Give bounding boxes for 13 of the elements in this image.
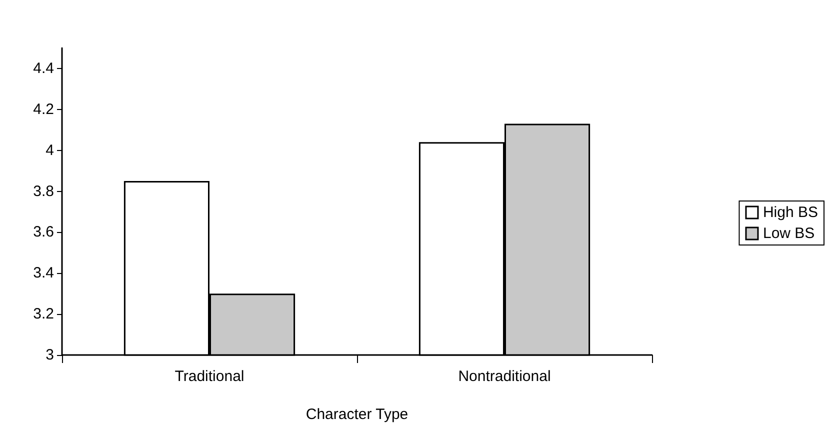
legend-label: High BS: [762, 204, 818, 221]
y-tick-label: 4: [46, 142, 54, 159]
y-tick-label: 3.6: [33, 224, 54, 241]
x-axis-title: Character Type: [306, 406, 408, 423]
y-tick-label: 3.4: [33, 264, 54, 282]
x-tick-label: Traditional: [174, 368, 244, 385]
legend-label: Low BS: [762, 225, 815, 242]
y-tick-label: 4.4: [33, 60, 54, 77]
y-tick-label: 3: [46, 346, 54, 364]
y-tick-label: 4.2: [33, 100, 54, 118]
y-tick-label: 3.8: [33, 182, 54, 200]
y-tick-label: 3.2: [33, 306, 54, 323]
x-tick-label: Nontraditional: [458, 368, 551, 385]
